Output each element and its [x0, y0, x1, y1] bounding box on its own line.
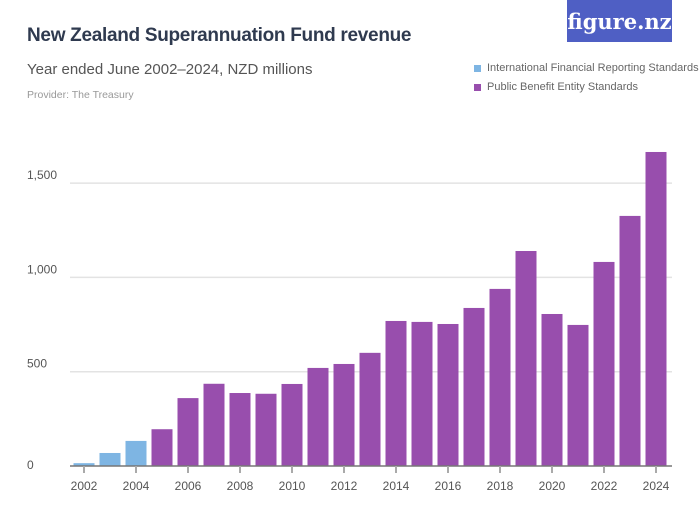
y-tick-label: 1,000 [27, 262, 57, 276]
bar-2017 [463, 307, 485, 466]
bar-2023 [619, 215, 641, 466]
legend-item-pbe: Public Benefit Entity Standards [474, 77, 699, 96]
x-tick-label: 2016 [435, 479, 462, 493]
legend-label: Public Benefit Entity Standards [487, 80, 639, 93]
x-tick-label: 2010 [279, 479, 306, 493]
bar-2007 [203, 383, 225, 466]
bar-2024 [645, 151, 667, 466]
bar-2012 [333, 363, 355, 466]
chart-subtitle: Year ended June 2002–2024, NZD millions [27, 61, 313, 78]
x-tick-label: 2024 [643, 479, 670, 493]
chart-title: New Zealand Superannuation Fund revenue [27, 25, 412, 46]
legend: International Financial Reporting Standa… [474, 58, 699, 96]
bar-2018 [489, 288, 511, 466]
bar-2006 [177, 398, 199, 466]
figure-nz-logo[interactable]: figure.nz [567, 0, 672, 42]
x-tick-label: 2004 [123, 479, 150, 493]
logo-text: figure.nz [567, 8, 672, 34]
y-tick-label: 500 [27, 357, 47, 371]
x-tick-label: 2018 [487, 479, 514, 493]
x-tick-label: 2006 [175, 479, 202, 493]
legend-swatch [474, 65, 481, 72]
y-tick-label: 1,500 [27, 168, 57, 182]
x-tick-label: 2002 [71, 479, 98, 493]
bar-2021 [567, 324, 589, 466]
provider-label: Provider: The Treasury [27, 89, 134, 101]
bar-2010 [281, 383, 303, 466]
bar-2011 [307, 367, 329, 466]
x-tick-label: 2022 [591, 479, 618, 493]
x-tick-label: 2020 [539, 479, 566, 493]
bar-2015 [411, 321, 433, 466]
bar-2022 [593, 261, 615, 466]
legend-swatch [474, 84, 481, 91]
y-tick-label: 0 [27, 458, 34, 472]
bar-2020 [541, 313, 563, 466]
bar-2016 [437, 323, 459, 466]
bar-2013 [359, 352, 381, 466]
x-tick-label: 2012 [331, 479, 358, 493]
legend-label: International Financial Reporting Standa… [487, 61, 699, 74]
bar-2009 [255, 393, 277, 466]
bar-2003 [99, 452, 121, 466]
bar-2002 [73, 463, 95, 466]
x-tick-label: 2014 [383, 479, 410, 493]
bar-2004 [125, 440, 147, 466]
legend-item-ifrs: International Financial Reporting Standa… [474, 58, 699, 77]
x-tick-label: 2008 [227, 479, 254, 493]
bar-2014 [385, 320, 407, 466]
bar-2008 [229, 393, 251, 466]
bar-2019 [515, 250, 537, 466]
bar-2005 [151, 429, 173, 466]
